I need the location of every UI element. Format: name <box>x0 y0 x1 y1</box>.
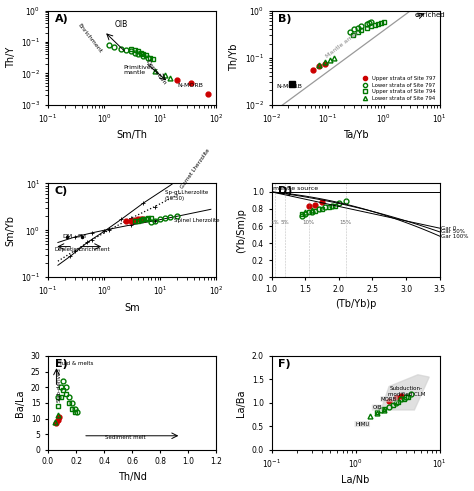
Text: Depletion: Depletion <box>145 58 168 85</box>
Text: enriched: enriched <box>414 12 445 18</box>
Text: Spinel Lherzolite: Spinel Lherzolite <box>174 218 220 222</box>
Text: Sediment melt: Sediment melt <box>105 435 146 440</box>
Text: N-MORB: N-MORB <box>276 83 302 88</box>
Text: PM: PM <box>77 235 86 240</box>
X-axis label: La/Nb: La/Nb <box>341 475 370 486</box>
Text: DM: DM <box>62 235 73 240</box>
X-axis label: Ta/Yb: Ta/Yb <box>343 130 368 140</box>
X-axis label: Sm: Sm <box>124 303 140 313</box>
Text: Garnet Lherzolite: Garnet Lherzolite <box>179 147 211 189</box>
Text: 5%: 5% <box>281 220 289 225</box>
X-axis label: Th/Nd: Th/Nd <box>118 472 146 482</box>
Text: 10%: 10% <box>302 220 315 225</box>
Y-axis label: Th/Yb: Th/Yb <box>229 44 239 71</box>
Legend: Upper strata of Site 797, Lower strata of Site 797, Upper strata of Site 794, Lo: Upper strata of Site 797, Lower strata o… <box>362 75 437 102</box>
Text: B): B) <box>278 14 292 24</box>
Text: Gar 50%: Gar 50% <box>441 229 465 234</box>
Text: Depletion: Depletion <box>55 247 81 252</box>
Y-axis label: Th/Y: Th/Y <box>6 47 16 68</box>
Y-axis label: Ba/La: Ba/La <box>15 389 25 417</box>
Text: A): A) <box>55 14 69 24</box>
Text: 15%: 15% <box>339 220 352 225</box>
Text: Enrichment: Enrichment <box>76 23 103 55</box>
Text: N-MORB: N-MORB <box>177 82 203 87</box>
Text: HIMU: HIMU <box>355 422 369 427</box>
Text: Mantle array: Mantle array <box>325 30 359 59</box>
Text: C): C) <box>55 186 68 196</box>
X-axis label: (Tb/Yb)p: (Tb/Yb)p <box>335 300 376 309</box>
Text: F): F) <box>278 359 291 369</box>
Text: E): E) <box>55 359 67 369</box>
Polygon shape <box>381 375 429 410</box>
Text: OIB: OIB <box>115 20 128 29</box>
Text: MORB: MORB <box>381 397 397 402</box>
Text: Enrichment: Enrichment <box>79 247 110 252</box>
Text: Sp-gt Lherzolite
(50:50): Sp-gt Lherzolite (50:50) <box>164 190 208 201</box>
Y-axis label: (Yb/Sm)p: (Yb/Sm)p <box>236 208 246 253</box>
Y-axis label: Sm/Yb: Sm/Yb <box>6 215 16 246</box>
Text: 1%: 1% <box>271 220 279 225</box>
Text: Primitive
mantle: Primitive mantle <box>123 65 151 76</box>
Y-axis label: La/Ba: La/Ba <box>236 389 246 417</box>
Text: Subduction-
modified CLM: Subduction- modified CLM <box>388 386 425 397</box>
Text: mantle source: mantle source <box>273 186 318 191</box>
Text: Gar 0: Gar 0 <box>441 226 456 231</box>
Text: OIB: OIB <box>373 405 382 410</box>
Text: Fluid & melts: Fluid & melts <box>57 361 93 366</box>
Text: Gar 100%: Gar 100% <box>441 234 468 239</box>
Text: Slab-derived: Slab-derived <box>57 367 62 402</box>
Text: D): D) <box>278 186 292 196</box>
X-axis label: Sm/Th: Sm/Th <box>117 130 147 140</box>
